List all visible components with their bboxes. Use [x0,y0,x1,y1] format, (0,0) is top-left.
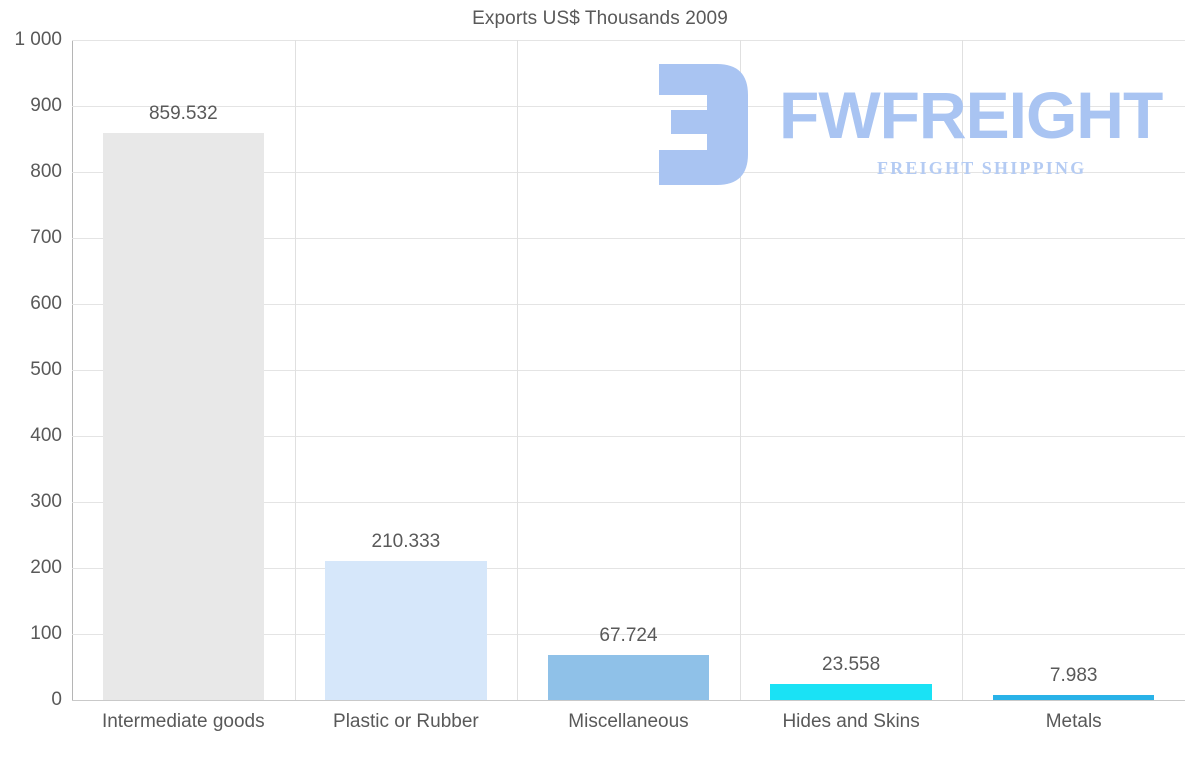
y-axis-tick-label: 0 [51,689,62,710]
y-axis-tick-label: 200 [30,557,62,578]
gridline [72,634,1185,635]
bar[interactable] [325,561,487,700]
bar[interactable] [547,655,710,700]
y-axis-tick-label: 300 [30,491,62,512]
gridline [72,40,1185,41]
y-axis-tick-label: 100 [30,623,62,644]
category-separator-gridline [740,40,741,700]
bar-value-label: 210.333 [371,531,441,553]
gridline [72,304,1185,305]
gridline [72,172,1185,173]
x-axis-tick-label: Intermediate goods [101,711,265,732]
y-axis-tick-label: 500 [30,359,62,380]
x-axis-tick-label: Miscellaneous [568,711,689,732]
bar-value-label: 7.983 [1049,664,1098,686]
gridline [72,502,1185,503]
gridline [72,700,1185,701]
category-separator-gridline [517,40,518,700]
chart-title: Exports US$ Thousands 2009 [472,8,728,29]
bar[interactable] [102,132,264,700]
gridline [72,436,1185,437]
y-axis-tick-label: 1 000 [14,29,62,50]
x-axis-tick-label: Hides and Skins [782,711,920,732]
plot-area: 859.532 210.333 67.724 23.558 7.983 [72,40,1185,701]
category-separator-gridline [962,40,963,700]
gridline [72,238,1185,239]
category-separator-gridline [295,40,296,700]
x-axis-tick-label: Metals [1045,711,1102,732]
y-axis-tick-label: 600 [30,293,62,314]
bar-value-label: 859.532 [148,102,218,124]
y-axis-tick-label: 900 [30,95,62,116]
gridline [72,568,1185,569]
y-axis-tick-label: 400 [30,425,62,446]
y-axis-tick-label: 700 [30,227,62,248]
bar-value-label: 23.558 [822,654,881,676]
bar[interactable] [993,694,1155,700]
x-axis-tick-label: Plastic or Rubber [333,711,479,732]
gridline [72,370,1185,371]
bar-value-label: 67.724 [599,625,658,647]
gridline [72,106,1185,107]
y-axis-tick-label: 800 [30,161,62,182]
bar[interactable] [770,684,932,700]
